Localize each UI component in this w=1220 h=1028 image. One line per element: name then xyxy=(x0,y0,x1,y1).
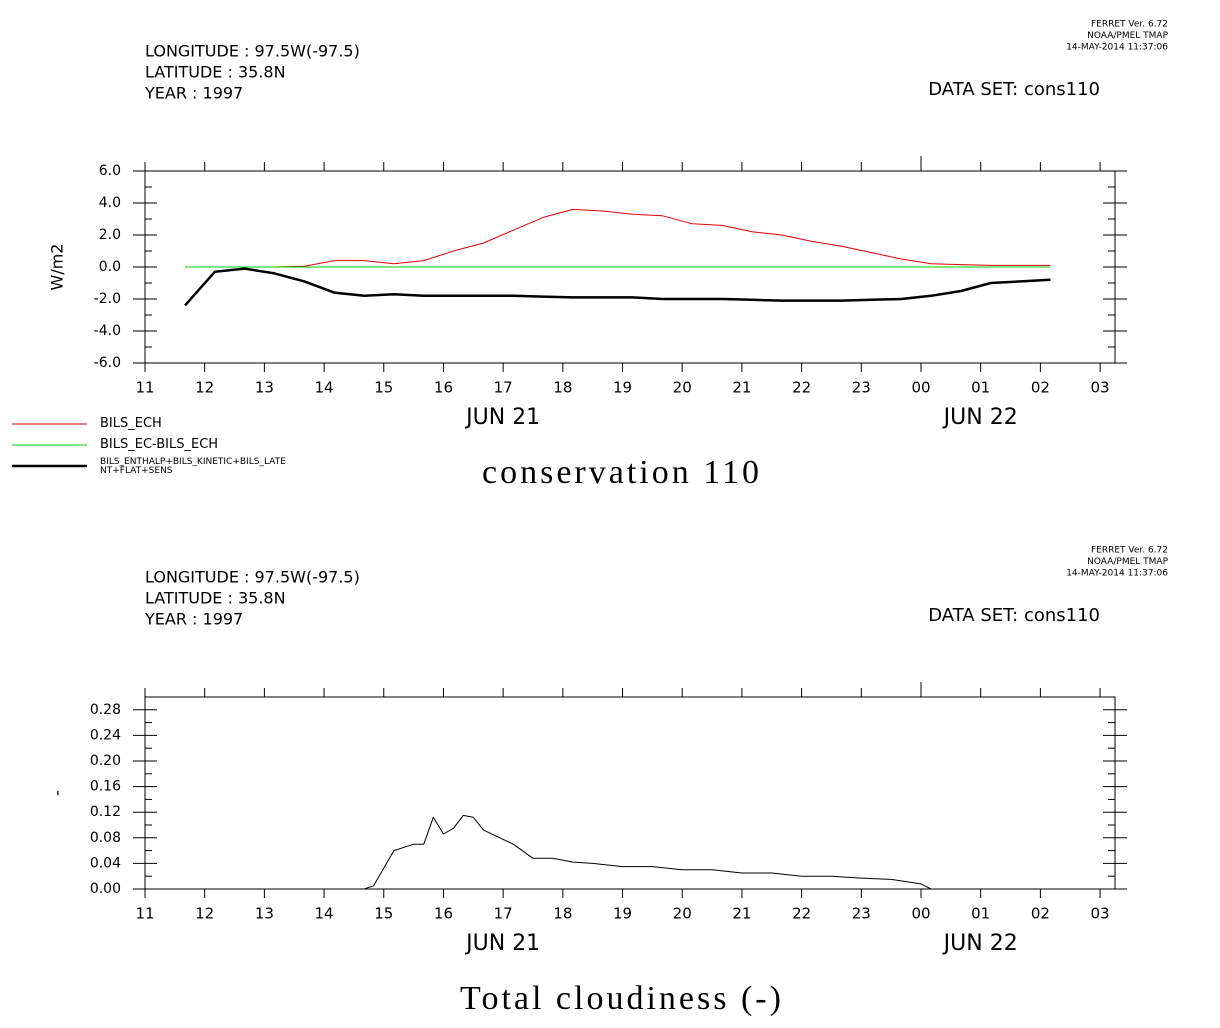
x-tick-label: 18 xyxy=(553,379,572,397)
x-tick-label: 15 xyxy=(374,905,393,923)
x-tick-label: 00 xyxy=(911,379,930,397)
data-line xyxy=(184,267,1051,307)
x-tick-label: 19 xyxy=(613,379,632,397)
dataset-label: DATA SET: cons110 xyxy=(928,605,1100,626)
x-tick-label: 16 xyxy=(434,905,453,923)
x-tick-label: 13 xyxy=(255,379,274,397)
data-line xyxy=(185,208,1051,268)
x-tick-label: 16 xyxy=(434,379,453,397)
y-tick-label: -6.0 xyxy=(94,355,121,371)
x-tick-label: 03 xyxy=(1091,379,1110,397)
y-tick-label: 0.16 xyxy=(90,779,121,795)
ferret-info: FERRET Ver. 6.72 xyxy=(1091,20,1168,30)
x-tick-label: 11 xyxy=(135,379,154,397)
ferret-info: 14-MAY-2014 11:37:06 xyxy=(1066,569,1168,579)
x-tick-label: 22 xyxy=(792,379,811,397)
x-tick-label: 22 xyxy=(792,905,811,923)
x-tick-label: 12 xyxy=(195,379,214,397)
x-tick-label: 17 xyxy=(494,905,513,923)
dataset-label: DATA SET: cons110 xyxy=(928,79,1100,100)
x-tick-label: 20 xyxy=(673,379,692,397)
x-tick-label: 02 xyxy=(1031,379,1050,397)
y-tick-label: 0.04 xyxy=(90,855,121,871)
y-axis-label: - xyxy=(48,790,67,796)
plot-info: LATITUDE : 35.8N xyxy=(145,589,286,608)
plot-info: LONGITUDE : 97.5W(-97.5) xyxy=(145,568,360,587)
chart-title: conservation 110 xyxy=(482,454,762,491)
y-tick-label: 0.20 xyxy=(90,753,121,769)
y-tick-label: -2.0 xyxy=(94,291,121,307)
x-tick-label: 00 xyxy=(911,905,930,923)
legend-label: BILS_ECH xyxy=(100,416,162,431)
y-tick-label: 0.12 xyxy=(90,804,121,820)
plot-frame xyxy=(144,696,1116,890)
ferret-info: FERRET Ver. 6.72 xyxy=(1091,546,1168,556)
legend-label: BILS_ENTHALP+BILS_KINETIC+BILS_LATENT+FL… xyxy=(100,457,286,476)
data-line xyxy=(363,814,932,890)
plot-info: LATITUDE : 35.8N xyxy=(145,63,286,82)
day-label: JUN 21 xyxy=(464,931,540,956)
x-tick-label: 20 xyxy=(673,905,692,923)
x-tick-label: 17 xyxy=(494,379,513,397)
y-tick-label: 0.00 xyxy=(90,881,121,897)
x-tick-label: 11 xyxy=(135,905,154,923)
plot-info: YEAR : 1997 xyxy=(144,84,243,103)
plot-info: YEAR : 1997 xyxy=(144,610,243,629)
x-tick-label: 18 xyxy=(553,905,572,923)
x-tick-label: 13 xyxy=(255,905,274,923)
x-tick-label: 15 xyxy=(374,379,393,397)
y-tick-label: 6.0 xyxy=(99,163,121,179)
legend-label: BILS_EC-BILS_ECH xyxy=(100,437,219,452)
x-tick-label: 19 xyxy=(613,905,632,923)
ferret-info: 14-MAY-2014 11:37:06 xyxy=(1066,43,1168,53)
x-tick-label: 23 xyxy=(852,379,871,397)
y-tick-label: 2.0 xyxy=(99,227,121,243)
x-tick-label: 14 xyxy=(315,905,334,923)
plot-info: LONGITUDE : 97.5W(-97.5) xyxy=(145,42,360,61)
ferret-info: NOAA/PMEL TMAP xyxy=(1087,31,1168,41)
x-tick-label: 21 xyxy=(732,905,751,923)
y-tick-label: 0.08 xyxy=(90,830,121,846)
ferret-info: NOAA/PMEL TMAP xyxy=(1087,557,1168,567)
chart-title: Total cloudiness (-) xyxy=(460,980,784,1017)
y-tick-label: 0.28 xyxy=(90,702,121,718)
x-tick-label: 01 xyxy=(971,379,990,397)
day-label: JUN 21 xyxy=(464,405,540,430)
y-tick-label: 0.24 xyxy=(90,727,121,743)
x-tick-label: 21 xyxy=(732,379,751,397)
x-tick-label: 02 xyxy=(1031,905,1050,923)
x-tick-label: 14 xyxy=(315,379,334,397)
x-tick-label: 03 xyxy=(1091,905,1110,923)
x-tick-label: 23 xyxy=(852,905,871,923)
y-tick-label: -4.0 xyxy=(94,323,121,339)
y-tick-label: 0.0 xyxy=(99,259,121,275)
x-tick-label: 01 xyxy=(971,905,990,923)
y-tick-label: 4.0 xyxy=(99,195,121,211)
x-tick-label: 12 xyxy=(195,905,214,923)
day-label: JUN 22 xyxy=(942,931,1018,956)
y-axis-label: W/m2 xyxy=(48,244,67,291)
day-label: JUN 22 xyxy=(942,405,1018,430)
